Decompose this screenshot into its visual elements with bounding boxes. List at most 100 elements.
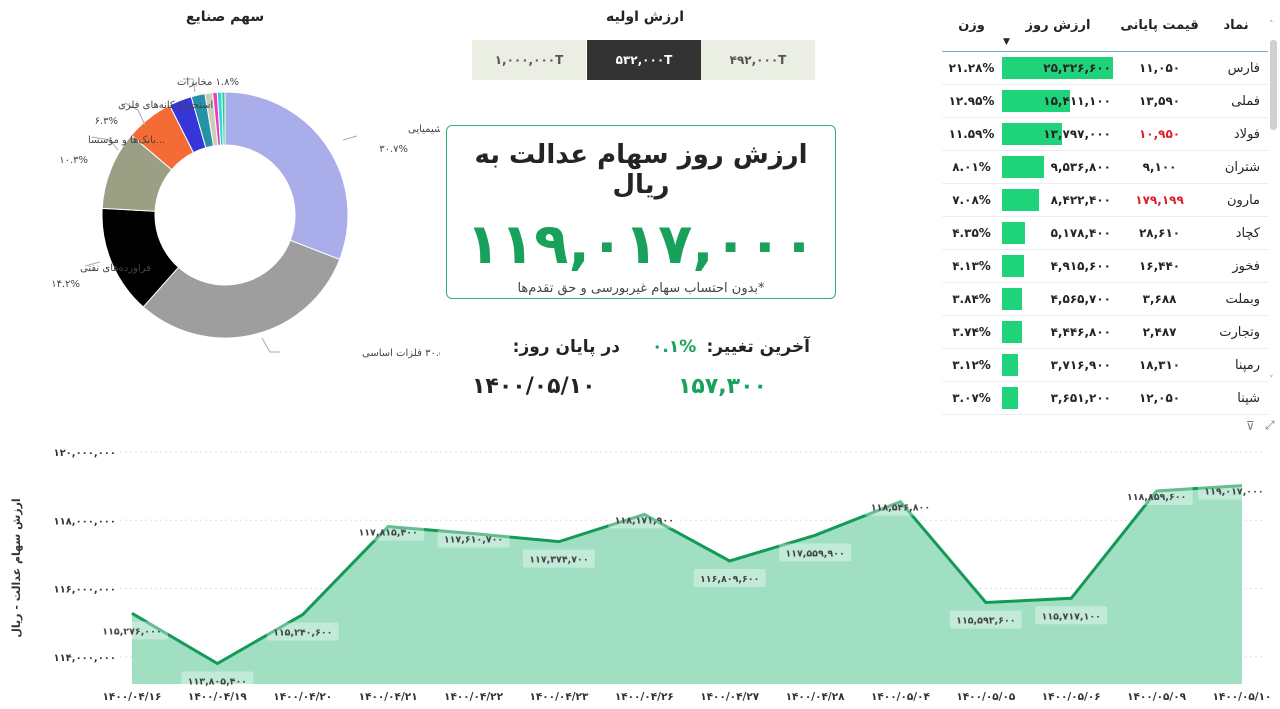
value-cell: ۴,۹۱۵,۶۰۰: [1001, 249, 1115, 283]
card-note: *بدون احتساب سهام غیربورسی و حق تقدم‌ها: [517, 281, 765, 296]
leader-line: [124, 102, 146, 126]
weight-cell: ۳.۸۴%: [942, 282, 1002, 316]
option-532000[interactable]: ۵۳۲,۰۰۰T: [587, 40, 701, 80]
data-label-bg: [352, 522, 425, 541]
col-price[interactable]: قیمت پایانی: [1115, 0, 1205, 52]
table-row[interactable]: ۱۱.۵۹% ۱۳,۷۹۷,۰۰۰ ۱۰,۹۵۰ فولاد: [942, 117, 1268, 151]
symbol-cell: وبملت: [1204, 282, 1268, 316]
table-row[interactable]: ۱۲.۹۵% ۱۵,۴۱۱,۱۰۰ ۱۳,۵۹۰ فملی: [942, 84, 1268, 118]
table-row[interactable]: ۴.۱۳% ۴,۹۱۵,۶۰۰ ۱۶,۴۴۰ فخوز: [942, 249, 1268, 283]
x-tick-label: ۱۴۰۰/۰۴/۲۶: [615, 691, 674, 703]
table-row[interactable]: ۳.۰۷% ۳,۶۵۱,۲۰۰ ۱۲,۰۵۰ شپنا: [942, 381, 1268, 415]
symbol-cell: شتران: [1204, 150, 1268, 184]
filter-icon[interactable]: ⊽: [1246, 419, 1255, 433]
data-label: ۱۱۷,۶۱۰,۷۰۰: [444, 535, 503, 546]
card-value: ۱۱۹,۰۱۷,۰۰۰: [465, 212, 817, 277]
value-cell: ۴,۴۴۶,۸۰۰: [1001, 315, 1115, 349]
data-label-bg: [608, 510, 681, 529]
price-cell: ۱۶,۴۴۰: [1115, 249, 1205, 283]
data-label-bg: [266, 622, 339, 641]
price-cell: ۳,۶۸۸: [1115, 282, 1205, 316]
x-tick-label: ۱۴۰۰/۰۴/۲۱: [359, 691, 418, 703]
x-tick-label: ۱۴۰۰/۰۵/۰۵: [956, 691, 1016, 703]
symbol-cell: شپنا: [1204, 381, 1268, 415]
leader-line: [261, 337, 280, 353]
value-bar: [1002, 255, 1025, 277]
data-label: ۱۱۹,۰۱۷,۰۰۰: [1204, 487, 1263, 498]
x-tick-label: ۱۴۰۰/۰۵/۰۶: [1042, 691, 1101, 703]
x-tick-label: ۱۴۰۰/۰۴/۲۳: [529, 691, 589, 703]
last-change-label: آخرین تغییر:: [706, 337, 811, 357]
scroll-down-icon[interactable]: ˅: [1269, 375, 1274, 385]
value-text: ۳,۶۵۱,۲۰۰: [1050, 391, 1111, 405]
focus-mode-icon[interactable]: ⤢: [1265, 418, 1275, 432]
col-symbol[interactable]: نماد: [1204, 0, 1268, 52]
slice-label: فراورده‌های نفتی: [80, 263, 151, 274]
symbol-cell: وتجارت: [1204, 315, 1268, 349]
series-line: [131, 484, 1243, 666]
price-cell: ۱۱,۰۵۰: [1115, 51, 1205, 85]
holdings-table: وزن ارزش روز ▼ قیمت پایانی نماد ۲۱.۲۸% ۲۵…: [942, 0, 1268, 415]
value-area-chart: ۱۱۴,۰۰۰,۰۰۰ ۱۱۶,۰۰۰,۰۰۰ ۱۱۸,۰۰۰,۰۰۰ ۱۲۰,۰۰۰…: [10, 448, 1271, 703]
slice-label: استخراج کانه‌های فلزی: [118, 100, 213, 111]
table-scrollbar[interactable]: ˄ ˅: [1268, 20, 1278, 385]
leader-line: [91, 136, 119, 151]
value-bar: [1002, 156, 1045, 178]
data-label-bg: [1198, 481, 1270, 500]
value-cell: ۱۵,۴۱۱,۱۰۰: [1001, 84, 1115, 118]
table-row[interactable]: ۳.۷۴% ۴,۴۴۶,۸۰۰ ۲,۴۸۷ وتجارت: [942, 315, 1268, 349]
data-label-bg: [864, 497, 937, 516]
pie-slice: [224, 91, 349, 261]
x-tick-label: ۱۴۰۰/۰۴/۱۶: [103, 691, 162, 703]
price-cell: ۱۷۹,۱۹۹: [1115, 183, 1205, 217]
price-cell: ۹,۱۰۰: [1115, 150, 1205, 184]
x-tick-label: ۱۴۰۰/۰۴/۲۸: [786, 691, 846, 703]
data-label: ۱۱۵,۵۹۳,۶۰۰: [956, 615, 1015, 626]
value-cell: ۳,۷۱۶,۹۰۰: [1001, 348, 1115, 382]
weight-cell: ۱۱.۵۹%: [942, 117, 1002, 151]
scroll-up-icon[interactable]: ˄: [1269, 20, 1274, 30]
price-cell: ۲۸,۶۱۰: [1115, 216, 1205, 250]
value-text: ۳,۷۱۶,۹۰۰: [1050, 358, 1111, 372]
value-text: ۱۵,۴۱۱,۱۰۰: [1043, 94, 1111, 108]
symbol-cell: مارون: [1204, 183, 1268, 217]
weight-cell: ۷.۰۸%: [942, 183, 1002, 217]
price-cell: ۱۰,۹۵۰: [1115, 117, 1205, 151]
value-bar: [1002, 57, 1114, 79]
pie-slice: [221, 91, 226, 146]
y-tick-label: ۱۱۸,۰۰۰,۰۰۰: [53, 516, 116, 527]
table-row[interactable]: ۴.۳۵% ۵,۱۷۸,۴۰۰ ۲۸,۶۱۰ کچاد: [942, 216, 1268, 250]
slice-percent: ۱۴.۲%: [51, 279, 80, 290]
data-label-bg: [96, 621, 168, 640]
data-label: ۱۱۸,۸۵۹,۶۰۰: [1127, 492, 1186, 503]
price-cell: ۱۸,۳۱۰: [1115, 348, 1205, 382]
scroll-thumb[interactable]: [1270, 40, 1277, 130]
table-row[interactable]: ۸.۰۱% ۹,۵۳۶,۸۰۰ ۹,۱۰۰ شتران: [942, 150, 1268, 184]
option-1000000[interactable]: ۱,۰۰۰,۰۰۰T: [472, 40, 586, 80]
weight-cell: ۳.۱۲%: [942, 348, 1002, 382]
data-label: ۱۱۸,۵۴۶,۸۰۰: [871, 503, 930, 514]
value-text: ۹,۵۳۶,۸۰۰: [1050, 160, 1111, 174]
table-row[interactable]: ۷.۰۸% ۸,۴۲۲,۴۰۰ ۱۷۹,۱۹۹ مارون: [942, 183, 1268, 217]
weight-cell: ۱۲.۹۵%: [942, 84, 1002, 118]
data-label-bg: [1120, 486, 1193, 505]
option-492000[interactable]: ۴۹۲,۰۰۰T: [701, 40, 815, 80]
slice-percent: ۶.۳%: [95, 116, 118, 127]
value-bar: [1002, 123, 1063, 145]
sort-desc-icon: ▼: [1003, 37, 1010, 47]
value-text: ۵,۱۷۸,۴۰۰: [1050, 226, 1111, 240]
col-value-label: ارزش روز: [1025, 18, 1091, 33]
slice-label: ۱.۸% مخابرات: [177, 77, 239, 88]
table-row[interactable]: ۲۱.۲۸% ۲۵,۳۲۶,۶۰۰ ۱۱,۰۵۰ فارس: [942, 51, 1268, 85]
weight-cell: ۴.۱۳%: [942, 249, 1002, 283]
col-value[interactable]: ارزش روز ▼: [1001, 0, 1115, 52]
col-weight[interactable]: وزن: [942, 0, 1002, 52]
change-amount: ۱۵۷,۳۰۰: [678, 374, 767, 399]
table-row[interactable]: ۳.۱۲% ۳,۷۱۶,۹۰۰ ۱۸,۳۱۰ رمپنا: [942, 348, 1268, 382]
value-text: ۲۵,۳۲۶,۶۰۰: [1043, 61, 1111, 75]
data-label: ۱۱۵,۷۱۷,۱۰۰: [1042, 611, 1101, 622]
table-row[interactable]: ۳.۸۴% ۴,۵۶۵,۷۰۰ ۳,۶۸۸ وبملت: [942, 282, 1268, 316]
value-cell: ۴,۵۶۵,۷۰۰: [1001, 282, 1115, 316]
data-label: ۱۱۳,۸۰۵,۴۰۰: [188, 677, 247, 688]
data-label-bg: [1035, 606, 1108, 625]
